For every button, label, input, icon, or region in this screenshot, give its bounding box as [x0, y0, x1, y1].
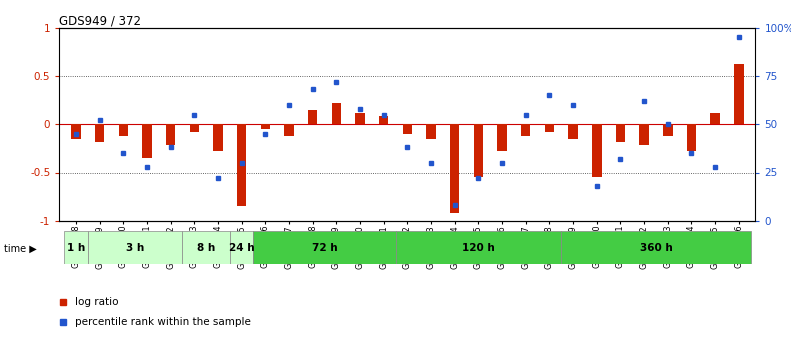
Bar: [687, 124, 696, 151]
Bar: [190, 124, 199, 132]
Bar: [639, 124, 649, 146]
Bar: [615, 124, 625, 141]
Bar: [95, 124, 104, 141]
Bar: [426, 124, 436, 139]
Text: percentile rank within the sample: percentile rank within the sample: [74, 317, 251, 327]
Text: 3 h: 3 h: [126, 243, 144, 253]
Bar: [237, 124, 246, 206]
Text: 1 h: 1 h: [66, 243, 85, 253]
Bar: [166, 124, 176, 146]
Bar: [183, 231, 230, 264]
Bar: [260, 124, 270, 129]
Bar: [396, 231, 562, 264]
Bar: [403, 124, 412, 134]
Bar: [331, 103, 341, 124]
Bar: [498, 124, 507, 151]
Text: 120 h: 120 h: [462, 243, 494, 253]
Bar: [545, 124, 554, 132]
Bar: [663, 124, 672, 136]
Bar: [214, 124, 223, 151]
Bar: [734, 64, 744, 124]
Bar: [355, 112, 365, 124]
Bar: [562, 231, 751, 264]
Text: 72 h: 72 h: [312, 243, 337, 253]
Bar: [284, 124, 293, 136]
Text: 360 h: 360 h: [640, 243, 672, 253]
Text: 8 h: 8 h: [197, 243, 215, 253]
Text: GDS949 / 372: GDS949 / 372: [59, 14, 142, 28]
Bar: [569, 124, 578, 139]
Bar: [88, 231, 183, 264]
Bar: [64, 231, 88, 264]
Bar: [253, 231, 396, 264]
Bar: [71, 124, 81, 139]
Bar: [230, 231, 253, 264]
Text: 24 h: 24 h: [229, 243, 255, 253]
Bar: [450, 124, 460, 213]
Bar: [379, 117, 388, 124]
Bar: [710, 112, 720, 124]
Text: time ▶: time ▶: [4, 244, 36, 254]
Bar: [308, 110, 317, 124]
Bar: [592, 124, 601, 177]
Bar: [521, 124, 531, 136]
Bar: [119, 124, 128, 136]
Text: log ratio: log ratio: [74, 297, 118, 307]
Bar: [142, 124, 152, 158]
Bar: [474, 124, 483, 177]
